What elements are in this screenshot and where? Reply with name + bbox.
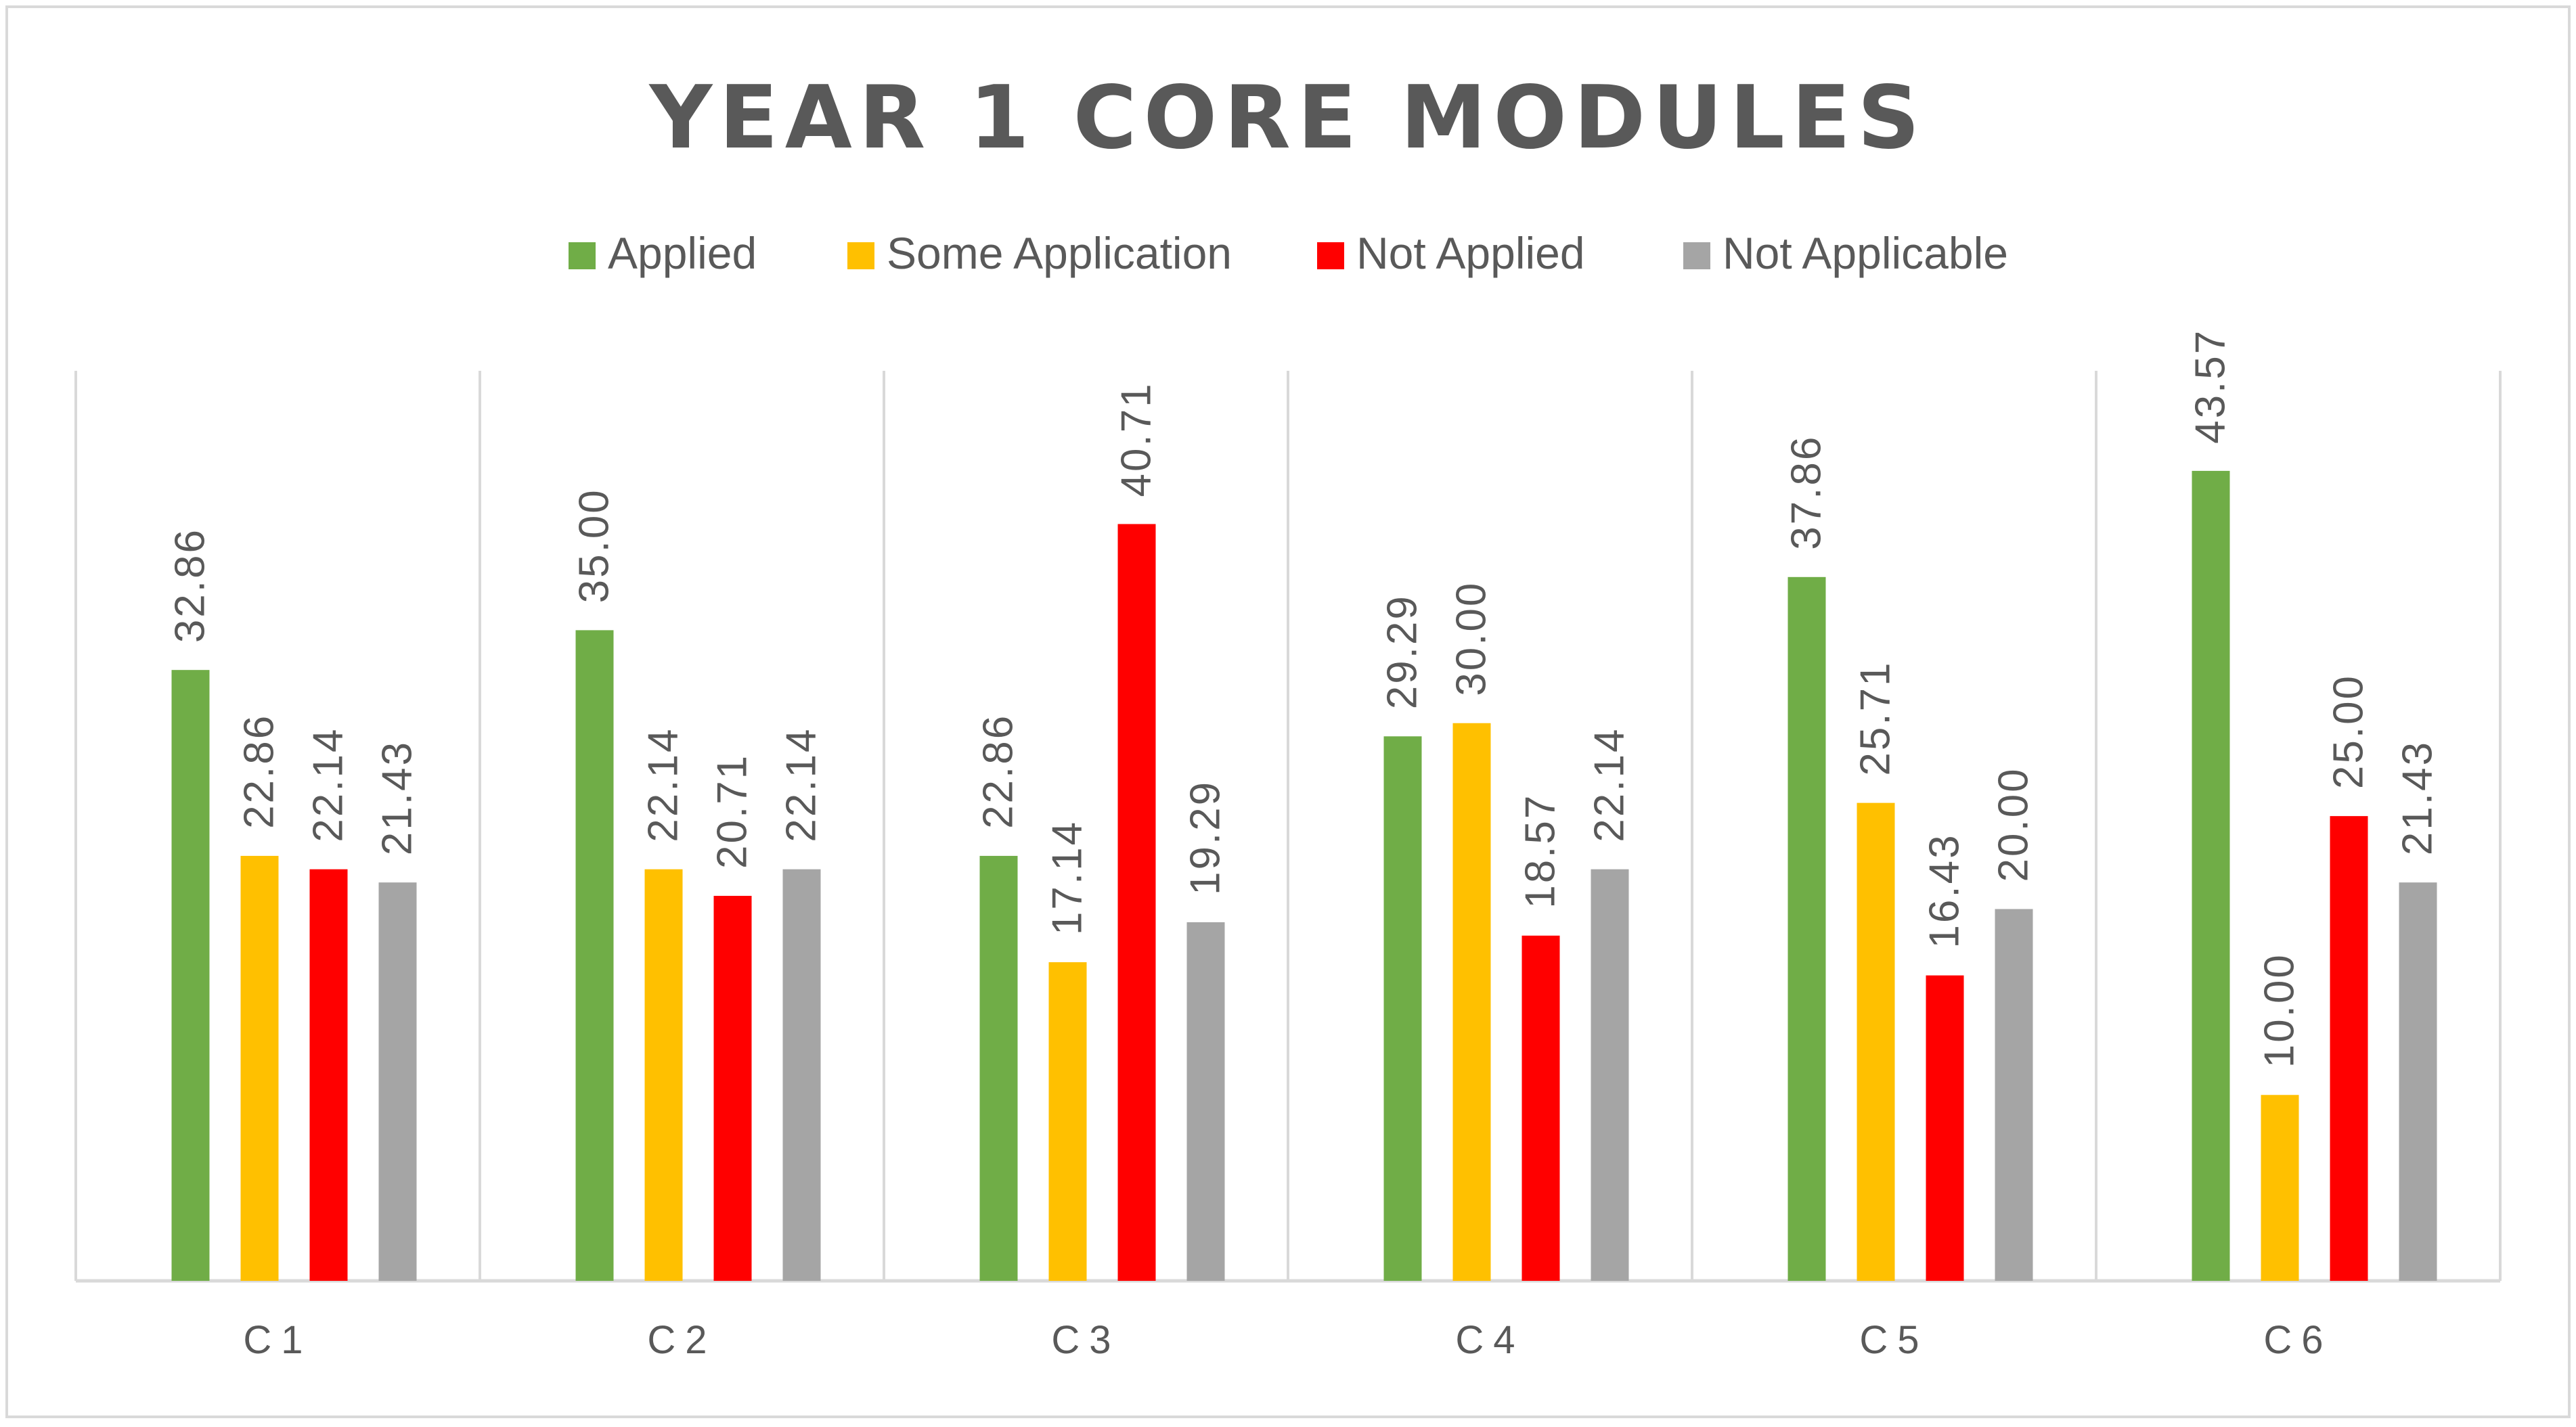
- bar-not-applicable-c3: [1186, 922, 1225, 1281]
- bar-some-application-c4: [1452, 723, 1491, 1281]
- bar-applied-c1: [171, 670, 210, 1281]
- data-label: 18.57: [1517, 794, 1564, 909]
- bar-applied-c3: [979, 855, 1018, 1281]
- bar-applied-c4: [1383, 736, 1422, 1281]
- bar-some-application-c2: [644, 869, 683, 1281]
- bar-not-applicable-c5: [1995, 909, 2033, 1281]
- chart-title: YEAR 1 CORE MODULES: [648, 68, 1927, 168]
- data-label: 17.14: [1044, 820, 1091, 935]
- data-label: 21.43: [2395, 740, 2441, 855]
- legend-item-not-applicable: Not Applicable: [1683, 228, 2008, 278]
- legend: Applied Some Application Not Applied Not Ap…: [569, 228, 2008, 278]
- bar-not-applicable-c4: [1591, 869, 1629, 1281]
- bar-not-applicable-c2: [782, 869, 821, 1281]
- legend-label: Applied: [608, 228, 757, 278]
- data-label: 22.14: [778, 727, 825, 842]
- data-label: 20.00: [1991, 767, 2037, 882]
- bar-some-application-c6: [2261, 1095, 2299, 1281]
- bar-applied-c6: [2192, 470, 2230, 1281]
- bar-some-application-c1: [240, 855, 279, 1281]
- data-label: 43.57: [2188, 329, 2234, 444]
- legend-item-some-application: Some Application: [847, 228, 1232, 278]
- x-tick-label-c6: C6: [2263, 1318, 2332, 1362]
- data-label: 19.29: [1182, 780, 1229, 895]
- legend-label: Not Applicable: [1723, 228, 2008, 278]
- x-tick-label-c5: C5: [1859, 1318, 1928, 1362]
- plot-area: 32.86 35.00 22.86 29.29 37.86 43.57 22.86 22.14…: [74, 329, 2502, 1362]
- legend-label: Not Applied: [1356, 228, 1585, 278]
- legend-swatch: [847, 242, 874, 269]
- x-tick-label-c4: C4: [1455, 1318, 1524, 1362]
- data-label: 22.86: [236, 714, 283, 829]
- x-tick-label-c3: C3: [1051, 1318, 1120, 1362]
- legend-swatch: [1683, 242, 1710, 269]
- bar-some-application-c3: [1048, 962, 1087, 1281]
- bar-not-applied-c1: [309, 869, 348, 1281]
- legend-item-not-applied: Not Applied: [1317, 228, 1585, 278]
- x-tick-label-c2: C2: [647, 1318, 716, 1362]
- data-label: 22.14: [1586, 727, 1633, 842]
- data-label: 32.86: [167, 528, 214, 643]
- data-label: 25.00: [2326, 674, 2372, 789]
- data-label: 22.14: [640, 727, 687, 842]
- bar-not-applicable-c1: [378, 882, 417, 1281]
- bar-applied-c5: [1787, 576, 1826, 1281]
- legend-swatch: [569, 242, 596, 269]
- data-label: 25.71: [1852, 660, 1899, 775]
- x-tick-label-c1: C1: [243, 1318, 312, 1362]
- data-label: 20.71: [709, 754, 756, 869]
- data-label: 21.43: [374, 740, 421, 855]
- bar-some-application-c5: [1857, 802, 1895, 1281]
- data-label: 40.71: [1113, 382, 1160, 497]
- legend-swatch: [1317, 242, 1344, 269]
- bar-not-applied-c4: [1522, 935, 1560, 1281]
- bar-not-applied-c6: [2330, 816, 2368, 1281]
- bar-not-applied-c2: [713, 895, 752, 1281]
- legend-item-applied: Applied: [569, 228, 757, 278]
- data-label: 35.00: [571, 488, 618, 603]
- bar-applied-c2: [575, 630, 614, 1281]
- bar-not-applicable-c6: [2399, 882, 2437, 1281]
- data-label: 16.43: [1922, 833, 1968, 948]
- data-label: 30.00: [1448, 581, 1495, 696]
- data-label: 37.86: [1783, 435, 1830, 550]
- data-label: 22.86: [975, 714, 1022, 829]
- legend-label: Some Application: [887, 228, 1232, 278]
- bar-not-applied-c3: [1117, 524, 1156, 1282]
- bar-not-applied-c5: [1926, 975, 1964, 1281]
- data-label: 22.14: [305, 727, 352, 842]
- data-label: 10.00: [2257, 953, 2303, 1068]
- data-label: 29.29: [1379, 594, 1426, 709]
